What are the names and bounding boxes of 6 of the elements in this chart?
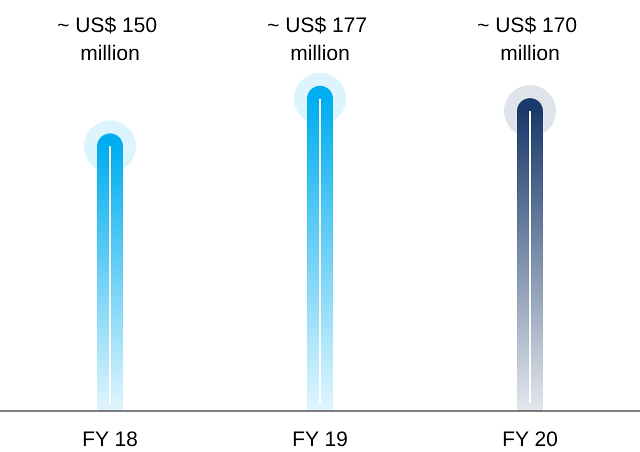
data-label: ~ US$ 150 million: [57, 14, 163, 65]
x-tick-label: FY 19: [292, 428, 348, 451]
x-tick-label: FY 18: [82, 428, 138, 451]
data-label: ~ US$ 170 million: [477, 14, 583, 65]
data-label: ~ US$ 177 million: [267, 14, 373, 65]
x-tick-label: FY 20: [502, 428, 558, 451]
